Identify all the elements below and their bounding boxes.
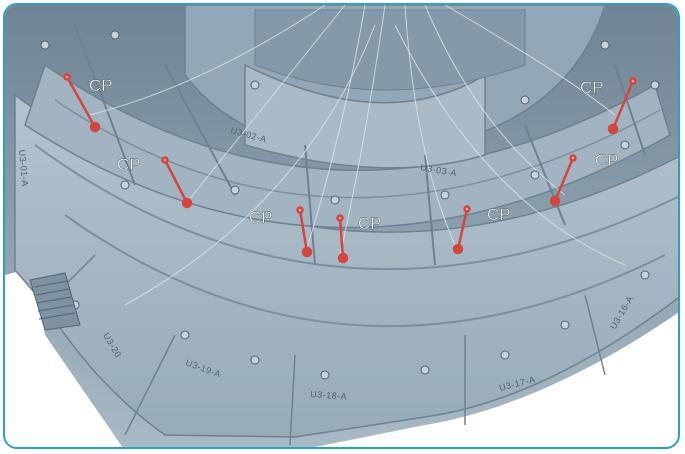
callout-cp-2: CP (117, 155, 141, 174)
device-illustration: U3-19-A U3-18-A U3-17-A U3-16-A U3-20 U3… (5, 5, 678, 447)
callout-cp-1: CP (89, 76, 113, 95)
plate-label-u3-18-a: U3-18-A (310, 389, 348, 402)
edge-connector (29, 272, 81, 331)
callout-cp-3: CP (249, 208, 273, 227)
plate-label-u3-01-a: U3-01-A (17, 149, 30, 187)
callout-cp-5: CP (487, 205, 511, 224)
background-cutout (5, 267, 123, 447)
image-frame: U3-19-A U3-18-A U3-17-A U3-16-A U3-20 U3… (3, 3, 680, 449)
callout-cp-6: CP (595, 151, 619, 170)
callout-cp-4: CP (358, 214, 382, 233)
callout-cp-7: CP (580, 78, 604, 97)
contact-probes (63, 73, 637, 264)
radial-spokes (74, 24, 646, 266)
cable-harness (89, 5, 626, 306)
